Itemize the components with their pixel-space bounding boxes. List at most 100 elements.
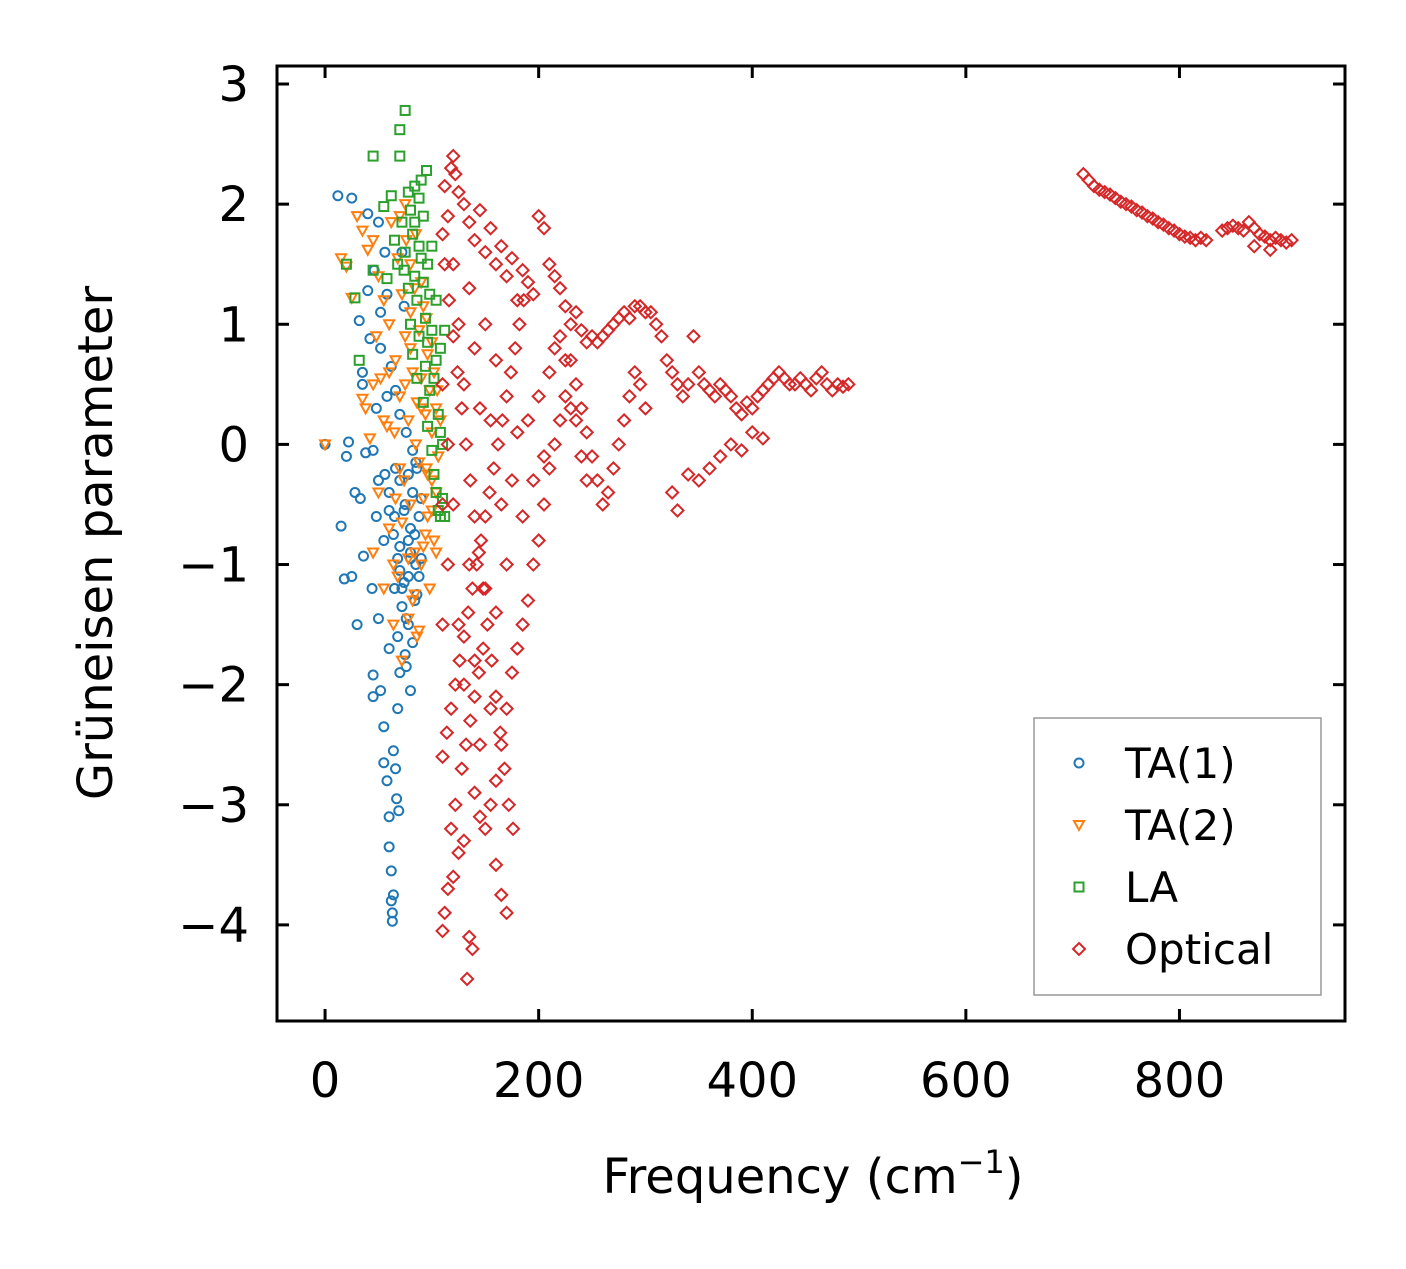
data-point [407,486,419,498]
data-point [383,643,395,655]
data-point [445,328,461,344]
data-point [734,442,749,458]
data-point [377,415,391,428]
series-ta-2 [318,199,448,668]
data-point [488,352,504,368]
data-point [686,328,701,344]
data-point [472,737,488,753]
data-point [383,504,395,516]
data-point [557,298,573,314]
data-point [504,665,520,681]
data-point [412,625,426,638]
data-point [536,220,552,236]
data-point [460,605,476,620]
data-point [443,160,459,176]
data-point [392,703,404,715]
data-point [426,444,438,456]
data-point [413,330,425,342]
data-point [499,268,515,284]
data-point [595,497,611,512]
data-point [430,294,442,306]
data-point [450,364,465,380]
data-point [435,749,450,765]
data-point [505,821,521,837]
data-point [399,235,413,248]
data-point [417,276,429,288]
x-tick-label: 0 [310,1053,341,1109]
data-point [547,268,563,284]
data-point [398,331,412,344]
data-point [408,547,422,560]
data-point [363,433,377,446]
data-point [398,264,410,276]
data-point [462,713,478,729]
data-point [680,467,696,482]
data-point [407,228,419,240]
data-point [680,376,696,392]
data-point [394,408,406,420]
data-point [440,881,456,897]
data-point [413,192,425,204]
data-point [552,412,568,428]
data-point [568,304,584,320]
data-point [390,253,405,266]
data-point [429,547,443,560]
data-point [372,216,384,228]
x-tick-label: 200 [493,1053,585,1109]
y-axis-title: Grüneisen parameter [68,286,124,801]
data-point [405,685,416,697]
data-point [409,216,421,228]
data-point [483,797,499,813]
data-point [659,352,675,368]
data-point [367,150,379,162]
data-point [332,190,344,202]
data-point [343,436,355,448]
data-point [371,487,386,500]
data-point [379,468,391,480]
data-point [422,336,434,348]
data-point [409,270,421,282]
data-point [411,294,423,306]
data-point [492,725,508,741]
data-point [525,473,541,488]
data-point [471,545,487,560]
data-point [431,451,445,464]
data-point [531,388,547,404]
data-point [403,343,418,356]
data-point [350,211,364,224]
legend-item: TA(1) [1073,739,1236,788]
data-point [515,617,531,632]
data-point [437,905,453,921]
data-point [467,340,482,356]
data-point [401,613,416,626]
data-point [386,619,401,632]
data-point [516,292,532,308]
data-point [393,805,405,817]
data-point [378,721,390,733]
data-point [393,391,407,404]
data-point [579,473,595,488]
data-point [358,403,373,416]
data-point [670,503,685,518]
data-point [552,280,568,296]
data-point [366,235,380,248]
data-point [437,178,453,194]
data-point [428,372,440,384]
data-point [490,436,506,452]
data-point [483,220,499,236]
data-point [467,785,482,801]
data-point [483,701,499,717]
data-point [454,400,470,416]
data-point [430,486,442,498]
data-point [375,306,387,318]
data-point [380,421,394,434]
data-point [648,316,664,332]
data-point [411,372,423,384]
data-point [378,757,390,769]
legend-item: Optical [1071,925,1273,974]
data-point [375,685,387,697]
data-point [627,364,643,380]
data-point [367,669,379,681]
data-point [355,393,370,406]
data-point [441,292,457,308]
